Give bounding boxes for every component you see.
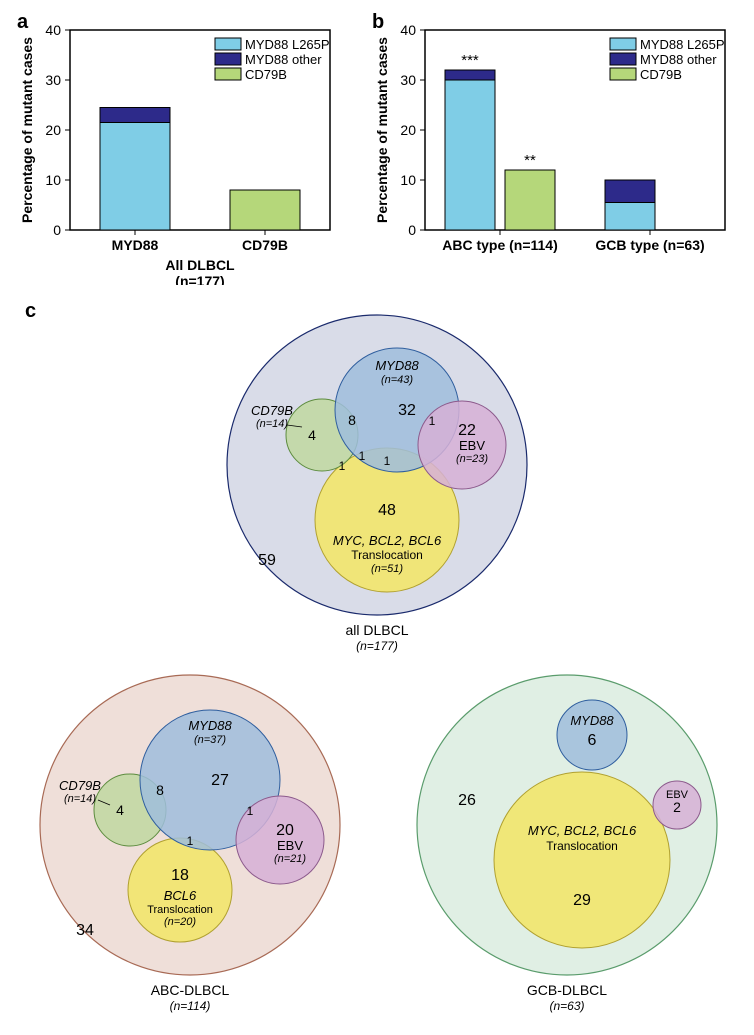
chart-a-ylabel: Percentage of mutant cases (19, 37, 35, 223)
chart-a: a 0 10 20 30 40 Percentage of mutant cas… (15, 15, 350, 290)
svg-text:MYD88 other: MYD88 other (245, 52, 322, 67)
venn-abc-ov1: 8 (156, 782, 164, 798)
venn-all-ebv-n: (n=23) (456, 453, 488, 465)
svg-text:MYD88 other: MYD88 other (640, 52, 717, 67)
svg-text:30: 30 (400, 72, 416, 88)
chart-b-group-gcb (605, 180, 655, 230)
chart-a-xlabel2: (n=177) (175, 273, 224, 285)
venn-all-myd88-value: 32 (398, 402, 416, 419)
chart-a-bar-myd88 (100, 108, 170, 231)
venn-abc-ov2: 1 (187, 834, 194, 848)
svg-text:MYD88 L265P: MYD88 L265P (640, 37, 725, 52)
svg-text:MYD88 L265P: MYD88 L265P (245, 37, 330, 52)
svg-text:ABC type (n=114): ABC type (n=114) (442, 237, 558, 253)
chart-a-xlabel1: All DLBCL (165, 257, 235, 273)
venn-abc-cd79b-value: 4 (116, 802, 124, 818)
venn-all-cd79b-value: 4 (308, 427, 316, 443)
svg-text:CD79B: CD79B (242, 237, 288, 253)
venn-gcb-myd88-label: MYD88 (570, 713, 614, 728)
chart-b-group-abc: *** ** (445, 52, 555, 230)
venn-all-ov2: 1 (359, 449, 366, 463)
venn-gcb-caption: GCB-DLBCL (527, 982, 607, 998)
chart-a-bar-cd79b (230, 190, 300, 230)
chart-b-legend: MYD88 L265P MYD88 other CD79B (610, 37, 725, 82)
venn-all-trans-n: (n=51) (371, 563, 403, 575)
venn-all: MYD88 (n=43) 32 CD79B (n=14) 4 EBV (n=23… (197, 300, 557, 660)
venn-all-cd79b-label: CD79B (251, 403, 293, 418)
svg-text:0: 0 (408, 222, 416, 238)
panel-letter-a: a (17, 11, 28, 34)
chart-b-xticks: ABC type (n=114) GCB type (n=63) (442, 230, 704, 253)
chart-b-star3: *** (461, 52, 479, 69)
venn-abc-ebv-value: 20 (276, 822, 294, 839)
venn-all-caption: all DLBCL (345, 622, 408, 638)
panel-letter-c: c (25, 300, 36, 323)
chart-b: b 0 10 20 30 40 Percentage of mutant cas… (370, 15, 740, 290)
chart-b-yticks: 0 10 20 30 40 (400, 22, 425, 238)
venn-gcb-trans-label1: MYC, BCL2, BCL6 (528, 823, 637, 838)
venn-all-ov1: 8 (348, 412, 356, 428)
chart-a-legend: MYD88 L265P MYD88 other CD79B (215, 37, 330, 82)
chart-a-xticks: MYD88 CD79B (112, 230, 288, 253)
svg-text:20: 20 (400, 122, 416, 138)
panel-letter-b: b (372, 11, 384, 34)
venn-all-outer-value: 59 (258, 552, 276, 569)
venn-abc-trans-label2: Translocation (147, 904, 213, 916)
venn-all-ebv-label: EBV (459, 438, 485, 453)
venn-abc-myd88-value: 27 (211, 772, 229, 789)
venn-all-caption-n: (n=177) (356, 639, 398, 653)
chart-b-ylabel: Percentage of mutant cases (374, 37, 390, 223)
venn-abc-outer-value: 34 (76, 922, 94, 939)
venn-abc-ebv-n: (n=21) (274, 853, 306, 865)
svg-text:40: 40 (400, 22, 416, 38)
svg-text:CD79B: CD79B (640, 67, 682, 82)
venn-gcb-ebv-value: 2 (673, 799, 681, 815)
venn-abc-myd88-label: MYD88 (188, 718, 232, 733)
venn-all-trans-label1: MYC, BCL2, BCL6 (333, 533, 442, 548)
panel-c: c MYD88 (n=43) 32 CD79B (n=14) 4 (15, 300, 739, 1020)
venn-all-ebv-value: 22 (458, 422, 476, 439)
venn-gcb-outer-value: 26 (458, 792, 476, 809)
venn-all-ov5: 1 (429, 414, 436, 428)
venn-abc-cd79b-label: CD79B (59, 778, 101, 793)
svg-text:10: 10 (45, 172, 61, 188)
venn-abc-caption: ABC-DLBCL (151, 982, 230, 998)
venn-all-trans-label2: Translocation (351, 548, 423, 562)
venn-all-myd88-n: (n=43) (381, 374, 413, 386)
venn-abc-caption-n: (n=114) (170, 999, 211, 1013)
svg-text:0: 0 (53, 222, 61, 238)
chart-b-svg: 0 10 20 30 40 Percentage of mutant cases… (370, 15, 740, 285)
chart-b-star2: ** (524, 152, 536, 169)
venn-gcb-trans-label2: Translocation (546, 839, 618, 853)
svg-text:CD79B: CD79B (245, 67, 287, 82)
svg-text:10: 10 (400, 172, 416, 188)
venn-abc-myd88-n: (n=37) (194, 734, 226, 746)
svg-text:40: 40 (45, 22, 61, 38)
venn-all-cd79b-n: (n=14) (256, 418, 288, 430)
chart-a-yticks: 0 10 20 30 40 (45, 22, 70, 238)
venn-gcb-caption-n: (n=63) (549, 999, 584, 1013)
venn-abc-trans-value: 18 (171, 867, 189, 884)
venn-abc: MYD88 (n=37) 27 CD79B (n=14) 4 EBV (n=21… (15, 660, 362, 1020)
venn-abc-trans-n: (n=20) (164, 916, 196, 928)
venn-gcb: MYD88 6 EBV 2 MYC, BCL2, BCL6 Translocat… (392, 660, 739, 1020)
venn-abc-trans-label1: BCL6 (164, 888, 197, 903)
venn-abc-ebv-label: EBV (277, 838, 303, 853)
svg-text:30: 30 (45, 72, 61, 88)
venn-all-ov3: 1 (339, 459, 346, 473)
venn-gcb-trans-value: 29 (573, 892, 591, 909)
svg-text:MYD88: MYD88 (112, 237, 159, 253)
svg-text:20: 20 (45, 122, 61, 138)
venn-all-trans-value: 48 (378, 502, 396, 519)
svg-text:GCB type (n=63): GCB type (n=63) (595, 237, 704, 253)
venn-all-myd88-label: MYD88 (375, 358, 419, 373)
venn-gcb-trans (494, 772, 670, 948)
venn-abc-cd79b-n: (n=14) (64, 793, 96, 805)
chart-a-svg: 0 10 20 30 40 Percentage of mutant cases (15, 15, 350, 285)
venn-abc-ov3: 1 (247, 804, 254, 818)
venn-gcb-myd88-value: 6 (588, 732, 597, 749)
venn-all-ov4: 1 (384, 454, 391, 468)
